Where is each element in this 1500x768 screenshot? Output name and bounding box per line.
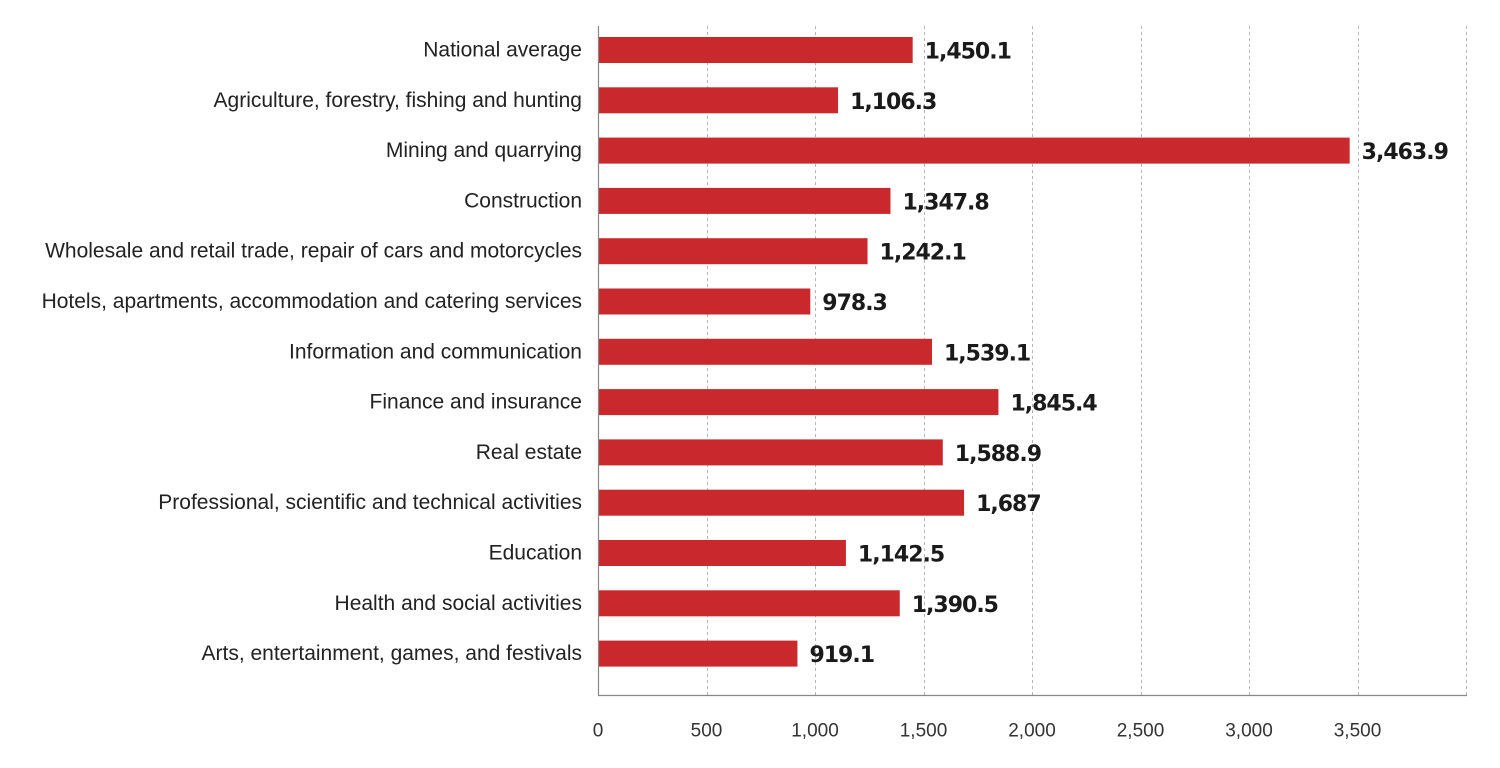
value-label: 3,463.9 bbox=[1362, 140, 1448, 165]
category-label: Arts, entertainment, games, and festival… bbox=[201, 642, 582, 665]
x-tick-label: 2,000 bbox=[1008, 721, 1056, 742]
x-tick-label: 500 bbox=[691, 721, 723, 742]
category-label: Real estate bbox=[476, 441, 582, 464]
value-label: 1,845.4 bbox=[1010, 392, 1097, 417]
category-label: Hotels, apartments, accommodation and ca… bbox=[42, 290, 582, 313]
bar bbox=[598, 590, 900, 617]
x-tick-label: 1,500 bbox=[900, 721, 948, 742]
value-label: 919.1 bbox=[809, 643, 874, 668]
value-label: 1,588.9 bbox=[955, 442, 1041, 467]
x-tick-label: 3,000 bbox=[1225, 721, 1273, 742]
value-label: 1,242.1 bbox=[880, 241, 966, 266]
value-label: 1,347.8 bbox=[902, 190, 988, 215]
bar bbox=[598, 338, 932, 365]
bar bbox=[598, 389, 999, 416]
bar bbox=[598, 489, 965, 516]
category-label: Agriculture, forestry, fishing and hunti… bbox=[214, 89, 582, 112]
category-label: Health and social activities bbox=[335, 592, 582, 615]
category-label: Mining and quarrying bbox=[386, 139, 582, 162]
bar bbox=[598, 238, 868, 265]
bar bbox=[598, 87, 839, 114]
bar bbox=[598, 137, 1350, 164]
category-label: Education bbox=[489, 542, 582, 565]
category-label: Professional, scientific and technical a… bbox=[158, 491, 582, 514]
bar bbox=[598, 540, 846, 566]
value-label: 1,539.1 bbox=[944, 341, 1030, 366]
category-label: Information and communication bbox=[289, 340, 582, 363]
value-label: 1,687 bbox=[976, 492, 1041, 517]
bar bbox=[598, 288, 811, 315]
axis-layer: 0 500 1,000 1,500 2,000 2,500 3,000 3,500 bbox=[593, 26, 1467, 742]
x-tick-label: 0 bbox=[593, 721, 604, 742]
value-label: 1,142.5 bbox=[858, 543, 944, 568]
value-label: 1,450.1 bbox=[925, 40, 1011, 65]
label-layer: National average 1,450.1 Agriculture, fore… bbox=[42, 39, 1449, 669]
bar bbox=[598, 37, 913, 63]
x-tick-label: 2,500 bbox=[1117, 721, 1165, 742]
value-label: 978.3 bbox=[822, 291, 887, 316]
bar bbox=[598, 439, 943, 466]
category-label: Finance and insurance bbox=[370, 391, 582, 414]
bar-layer bbox=[598, 37, 1350, 667]
value-label: 1,390.5 bbox=[912, 593, 998, 618]
x-tick-label: 3,500 bbox=[1334, 721, 1382, 742]
category-label: Wholesale and retail trade, repair of ca… bbox=[45, 240, 582, 263]
bar bbox=[598, 640, 798, 667]
value-label: 1,106.3 bbox=[850, 90, 936, 115]
x-tick-label: 1,000 bbox=[791, 721, 839, 742]
category-label: National average bbox=[423, 39, 582, 62]
bar bbox=[598, 187, 891, 214]
category-label: Construction bbox=[464, 189, 582, 212]
